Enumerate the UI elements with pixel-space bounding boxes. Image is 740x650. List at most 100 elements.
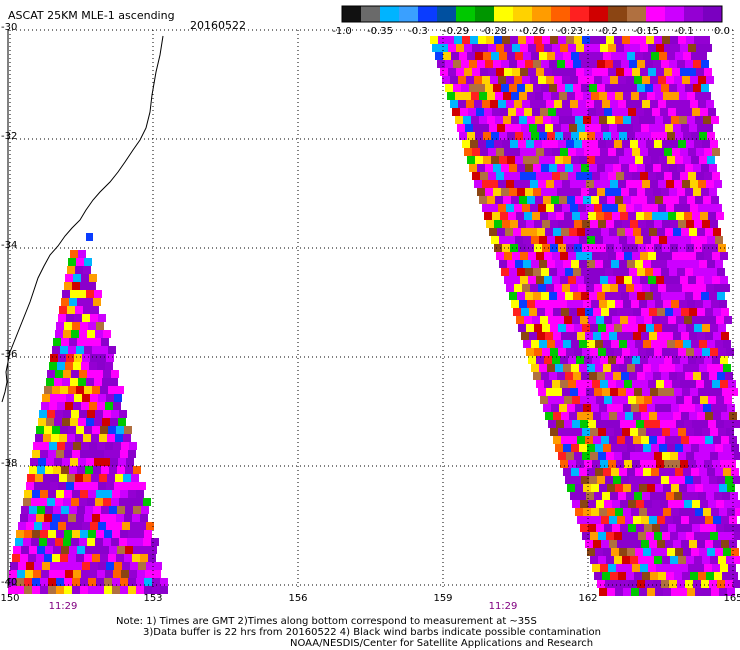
data-pixel xyxy=(593,540,601,548)
data-pixel xyxy=(640,68,648,76)
data-pixel xyxy=(558,36,566,44)
data-pixel xyxy=(556,108,564,116)
data-pixel xyxy=(680,68,688,76)
data-pixel xyxy=(618,492,626,500)
data-pixel xyxy=(83,306,91,314)
data-pixel xyxy=(540,212,548,220)
data-pixel xyxy=(686,556,694,564)
data-pixel xyxy=(694,532,702,540)
data-pixel xyxy=(437,60,445,68)
data-pixel xyxy=(592,68,600,76)
data-pixel xyxy=(640,564,648,572)
data-pixel xyxy=(648,276,656,284)
data-pixel xyxy=(734,556,740,564)
data-pixel xyxy=(61,506,69,514)
data-pixel xyxy=(677,164,685,172)
data-pixel xyxy=(64,586,72,594)
data-pixel xyxy=(35,434,43,442)
data-pixel xyxy=(526,244,534,252)
data-pixel xyxy=(544,276,552,284)
data-pixel xyxy=(726,348,734,356)
data-pixel xyxy=(501,188,509,196)
data-pixel xyxy=(636,420,644,428)
colorbar-segment xyxy=(342,6,362,22)
data-pixel xyxy=(660,500,668,508)
data-pixel xyxy=(636,108,644,116)
data-pixel xyxy=(632,276,640,284)
data-pixel xyxy=(582,532,590,540)
data-pixel xyxy=(645,580,653,588)
data-pixel xyxy=(626,204,634,212)
data-pixel xyxy=(671,484,679,492)
data-pixel xyxy=(628,108,636,116)
data-pixel xyxy=(590,324,598,332)
data-pixel xyxy=(598,220,606,228)
data-pixel xyxy=(554,204,562,212)
data-pixel xyxy=(507,236,515,244)
data-pixel xyxy=(697,436,705,444)
data-pixel xyxy=(666,572,674,580)
data-pixel xyxy=(626,388,634,396)
data-pixel xyxy=(605,372,613,380)
data-pixel xyxy=(655,508,663,516)
data-pixel xyxy=(46,378,54,386)
data-pixel xyxy=(558,220,566,228)
data-pixel xyxy=(36,554,44,562)
data-pixel xyxy=(94,378,102,386)
data-pixel xyxy=(546,180,554,188)
data-pixel xyxy=(16,530,24,538)
data-pixel xyxy=(531,340,539,348)
data-pixel xyxy=(52,386,60,394)
data-pixel xyxy=(50,354,58,362)
data-pixel xyxy=(568,68,576,76)
data-pixel xyxy=(550,244,558,252)
data-pixel xyxy=(691,468,699,476)
data-pixel xyxy=(552,44,560,52)
data-pixel xyxy=(667,52,675,60)
data-pixel xyxy=(652,524,660,532)
data-pixel xyxy=(545,308,553,316)
data-pixel xyxy=(639,404,647,412)
data-pixel xyxy=(536,276,544,284)
data-pixel xyxy=(555,444,563,452)
data-pixel xyxy=(537,332,545,340)
data-pixel xyxy=(653,372,661,380)
data-pixel xyxy=(703,196,711,204)
data-pixel xyxy=(584,172,592,180)
data-pixel xyxy=(607,588,615,596)
data-pixel xyxy=(637,60,645,68)
data-pixel xyxy=(642,100,650,108)
data-pixel xyxy=(91,474,99,482)
data-pixel xyxy=(643,548,651,556)
data-pixel xyxy=(601,308,609,316)
data-pixel xyxy=(555,52,563,60)
data-pixel xyxy=(120,450,128,458)
data-pixel xyxy=(105,570,113,578)
data-pixel xyxy=(477,84,485,92)
data-pixel xyxy=(624,276,632,284)
data-pixel xyxy=(616,564,624,572)
data-pixel xyxy=(606,556,614,564)
data-pixel xyxy=(650,572,658,580)
data-pixel xyxy=(612,524,620,532)
data-pixel xyxy=(608,44,616,52)
data-pixel xyxy=(606,452,614,460)
data-pixel xyxy=(622,452,630,460)
data-pixel xyxy=(619,236,627,244)
data-pixel xyxy=(525,164,533,172)
data-pixel xyxy=(575,484,583,492)
data-pixel xyxy=(609,332,617,340)
data-pixel xyxy=(572,316,580,324)
data-pixel xyxy=(628,212,636,220)
data-pixel xyxy=(510,244,518,252)
data-pixel xyxy=(693,372,701,380)
data-pixel xyxy=(614,452,622,460)
data-pixel xyxy=(66,522,74,530)
data-pixel xyxy=(589,60,597,68)
data-pixel xyxy=(606,428,614,436)
data-pixel xyxy=(689,516,697,524)
data-pixel xyxy=(93,466,101,474)
data-pixel xyxy=(713,228,721,236)
data-pixel xyxy=(691,444,699,452)
